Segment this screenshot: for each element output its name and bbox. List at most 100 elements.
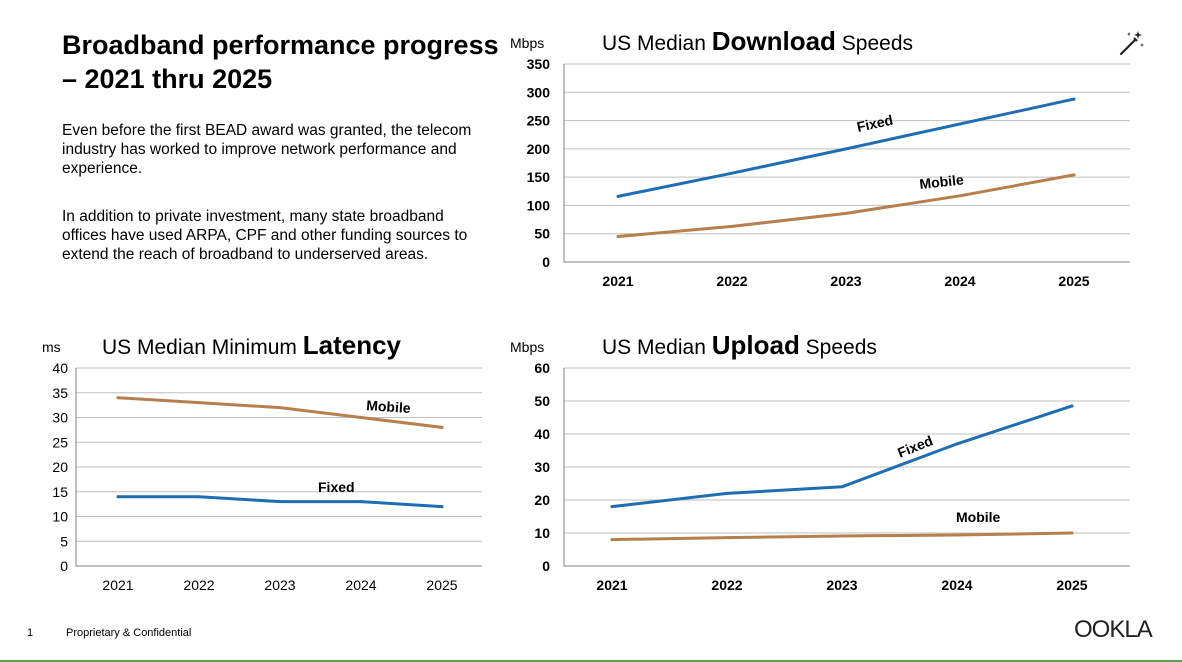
data-point-mobile [958,194,962,198]
svg-text:OOKLA: OOKLA [1074,616,1153,643]
data-point-mobile [844,211,848,215]
data-point-fixed [844,147,848,151]
chart-title-suffix: Speeds [836,32,913,55]
y-axis-unit-label: Mbps [510,35,544,51]
y-tick-label: 35 [52,385,68,401]
data-point-fixed [1070,404,1074,408]
x-tick-label: 2022 [711,577,742,593]
y-tick-label: 250 [527,113,551,129]
chart-title-emphasis: Download [712,26,836,56]
y-tick-label: 100 [527,197,551,213]
chart-title-prefix: US Median [602,32,712,55]
x-tick-label: 2024 [345,577,376,593]
y-axis-unit-label: Mbps [510,339,544,355]
chart-title: US Median Download Speeds [602,26,913,56]
chart-title-emphasis: Upload [712,330,800,360]
download-speed-chart: Mbps US Median Download Speeds 0 50 100 150 20… [510,26,1130,289]
y-tick-label: 15 [52,484,68,500]
x-tick-label: 2023 [826,577,857,593]
data-point-mobile [616,235,620,239]
data-point-fixed [359,500,363,504]
x-tick-label: 2021 [596,577,627,593]
chart-title: US Median Minimum Latency [102,330,402,360]
y-tick-label: 10 [534,525,550,541]
x-tick-label: 2025 [1056,577,1087,593]
y-tick-label: 350 [527,56,551,72]
y-tick-label: 40 [534,426,550,442]
x-tick-label: 2023 [830,273,861,289]
x-tick-label: 2024 [944,273,975,289]
x-tick-label: 2024 [941,577,972,593]
x-tick-label: 2022 [716,273,747,289]
x-tick-label: 2025 [426,577,457,593]
data-point-mobile [278,406,282,410]
x-tick-label: 2021 [602,273,633,289]
y-tick-label: 50 [534,393,550,409]
x-tick-label: 2022 [183,577,214,593]
footer-confidential: Proprietary & Confidential [66,627,192,639]
series-label-mobile: Mobile [919,171,965,192]
ookla-logo: OOKLA [1074,616,1154,643]
y-tick-label: 30 [52,410,68,426]
series-line-fixed [610,404,1074,509]
series-label-mobile: Mobile [956,509,1001,525]
y-tick-label: 25 [52,434,68,450]
series-label-mobile: Mobile [366,397,412,416]
chart-title: US Median Upload Speeds [602,330,877,360]
y-tick-label: 50 [534,226,550,242]
magic-wand-icon[interactable] [1112,26,1148,62]
data-point-mobile [840,534,844,538]
data-point-mobile [610,538,614,542]
chart-title-prefix: US Median [602,336,712,359]
data-point-fixed [197,495,201,499]
data-point-mobile [730,224,734,228]
y-tick-label: 30 [534,459,550,475]
data-point-fixed [1072,97,1076,101]
data-point-fixed [725,491,729,495]
y-tick-label: 0 [60,558,68,574]
chart-title-prefix: US Median Minimum [102,336,303,359]
data-point-mobile [725,536,729,540]
intro-paragraph: Even before the first BEAD award was gra… [62,122,472,177]
x-tick-label: 2023 [264,577,295,593]
data-point-fixed [840,485,844,489]
y-tick-label: 20 [52,459,68,475]
y-tick-label: 150 [527,169,551,185]
data-point-mobile [359,416,363,419]
data-point-mobile [955,533,959,537]
data-point-fixed [278,500,282,504]
y-tick-label: 5 [60,533,68,549]
data-point-mobile [116,396,120,400]
data-point-fixed [616,194,620,198]
chart-title-emphasis: Latency [303,330,402,360]
y-tick-label: 60 [534,360,550,376]
y-axis-unit-label: ms [42,339,61,355]
x-tick-label: 2025 [1058,273,1089,289]
data-point-mobile [1070,531,1074,535]
y-tick-label: 0 [542,558,550,574]
bottom-rule [0,660,1182,662]
data-point-fixed [116,495,120,499]
series-label-fixed: Fixed [895,432,935,461]
series-label-fixed: Fixed [855,112,894,135]
data-point-fixed [958,122,962,126]
y-tick-label: 300 [527,84,551,100]
data-point-mobile [197,401,201,405]
series-label-fixed: Fixed [318,479,355,495]
y-tick-label: 10 [52,509,68,525]
chart-title-suffix: Speeds [800,336,877,359]
upload-speed-chart: Mbps US Median Upload Speeds 0 10 20 30 40 50 60… [510,330,1130,593]
data-point-fixed [440,505,444,509]
page-number: 1 [27,627,34,639]
data-point-fixed [610,505,614,509]
y-tick-label: 0 [542,254,550,270]
data-point-mobile [1072,173,1076,177]
funding-paragraph: In addition to private investment, many … [62,208,468,263]
data-point-mobile [440,425,444,429]
x-tick-label: 2021 [102,577,133,593]
slide-title: Broadband performance progress – 2021 th… [62,30,499,94]
y-tick-label: 20 [534,492,550,508]
y-tick-label: 200 [527,141,551,157]
data-point-fixed [730,171,734,175]
latency-chart: ms US Median Minimum Latency0510152025303… [42,330,482,593]
